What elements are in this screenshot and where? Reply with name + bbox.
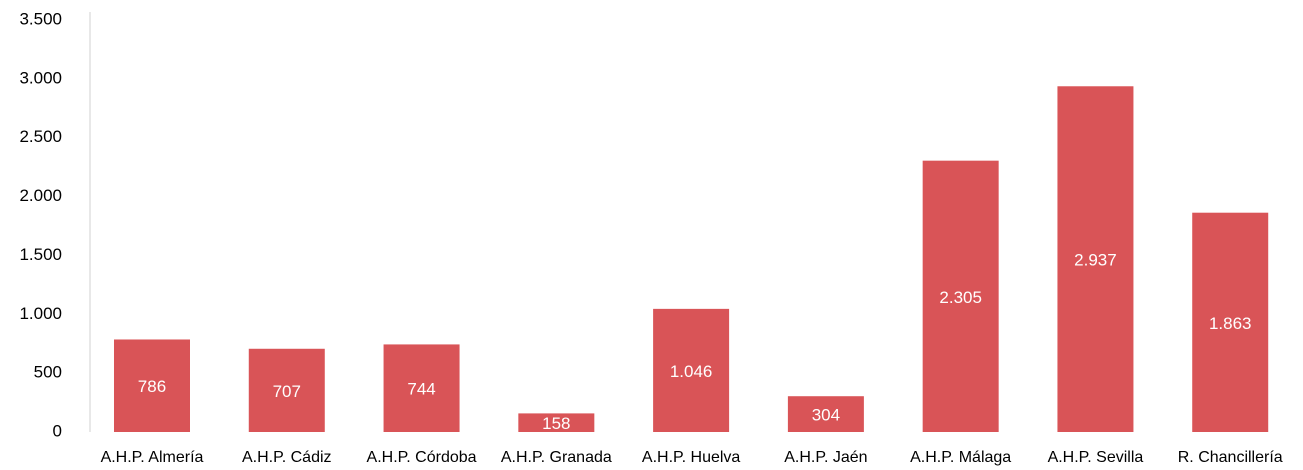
value-label: 304	[812, 406, 840, 425]
bar	[383, 344, 460, 432]
value-label: 2.937	[1074, 251, 1117, 270]
x-tick-label: A.H.P. Cádiz	[242, 449, 332, 466]
bar	[922, 160, 999, 432]
x-tick-label: A.H.P. Sevilla	[1048, 449, 1144, 466]
x-tick-label: A.H.P. Jaén	[784, 449, 867, 466]
y-tick-label: 3.000	[19, 68, 62, 87]
value-label: 786	[138, 377, 166, 396]
bar	[1192, 212, 1269, 432]
y-tick-label: 500	[34, 363, 62, 382]
x-tick-label: A.H.P. Córdoba	[367, 449, 477, 466]
y-tick-label: 0	[53, 421, 62, 440]
x-tick-label: A.H.P. Granada	[501, 449, 612, 466]
bar	[653, 308, 730, 432]
bar	[1057, 86, 1134, 433]
x-tick-label: R. Chancillería	[1178, 449, 1283, 466]
bar	[248, 348, 325, 432]
value-label: 2.305	[939, 288, 982, 307]
y-tick-label: 1.000	[19, 304, 62, 323]
bar	[787, 396, 864, 432]
value-label: 1.046	[670, 362, 713, 381]
bar	[113, 339, 190, 432]
value-label: 158	[542, 414, 570, 433]
x-tick-label: A.H.P. Huelva	[642, 449, 741, 466]
x-tick-label: A.H.P. Almería	[101, 449, 204, 466]
value-label: 744	[407, 380, 435, 399]
y-tick-label: 3.500	[19, 9, 62, 28]
value-label: 707	[273, 382, 301, 401]
y-tick-label: 1.500	[19, 245, 62, 264]
y-tick-label: 2.000	[19, 186, 62, 205]
value-label: 1.863	[1209, 314, 1252, 333]
bar	[518, 413, 595, 432]
y-tick-label: 2.500	[19, 127, 62, 146]
x-tick-label: A.H.P. Málaga	[910, 449, 1011, 466]
